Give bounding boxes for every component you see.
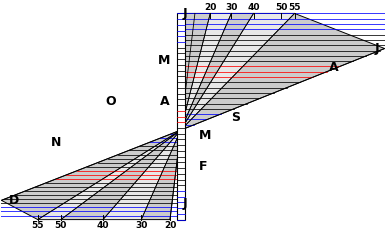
Text: J: J bbox=[375, 42, 380, 55]
Text: 55: 55 bbox=[288, 3, 301, 12]
Text: 20: 20 bbox=[204, 3, 217, 12]
Text: A: A bbox=[160, 95, 170, 108]
Text: O: O bbox=[106, 95, 116, 108]
Polygon shape bbox=[103, 130, 181, 219]
Text: J: J bbox=[182, 197, 187, 210]
Text: 30: 30 bbox=[135, 221, 147, 230]
Polygon shape bbox=[2, 130, 181, 219]
Text: F: F bbox=[199, 160, 207, 173]
Polygon shape bbox=[181, 14, 384, 130]
Polygon shape bbox=[38, 130, 181, 219]
Text: A: A bbox=[329, 61, 339, 74]
Text: J: J bbox=[182, 7, 187, 20]
Text: 40: 40 bbox=[247, 3, 260, 12]
Polygon shape bbox=[181, 14, 295, 130]
Bar bbox=[176, 14, 185, 219]
Text: 55: 55 bbox=[32, 221, 44, 230]
Text: 40: 40 bbox=[96, 221, 109, 230]
Text: S: S bbox=[231, 111, 240, 124]
Text: M: M bbox=[157, 55, 170, 68]
Text: 20: 20 bbox=[164, 221, 176, 230]
Text: D: D bbox=[9, 194, 19, 207]
Text: 50: 50 bbox=[275, 3, 287, 12]
Text: M: M bbox=[199, 129, 211, 142]
Polygon shape bbox=[181, 14, 231, 130]
Text: N: N bbox=[51, 136, 61, 149]
Text: 50: 50 bbox=[54, 221, 67, 230]
Text: 30: 30 bbox=[225, 3, 237, 12]
